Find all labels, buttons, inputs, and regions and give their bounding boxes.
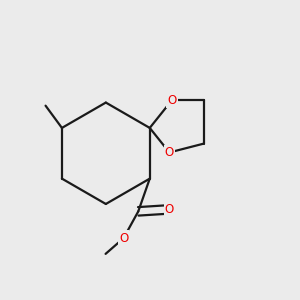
Text: O: O (165, 203, 174, 216)
Text: O: O (119, 232, 128, 245)
Text: O: O (165, 146, 174, 159)
Text: O: O (167, 94, 177, 106)
